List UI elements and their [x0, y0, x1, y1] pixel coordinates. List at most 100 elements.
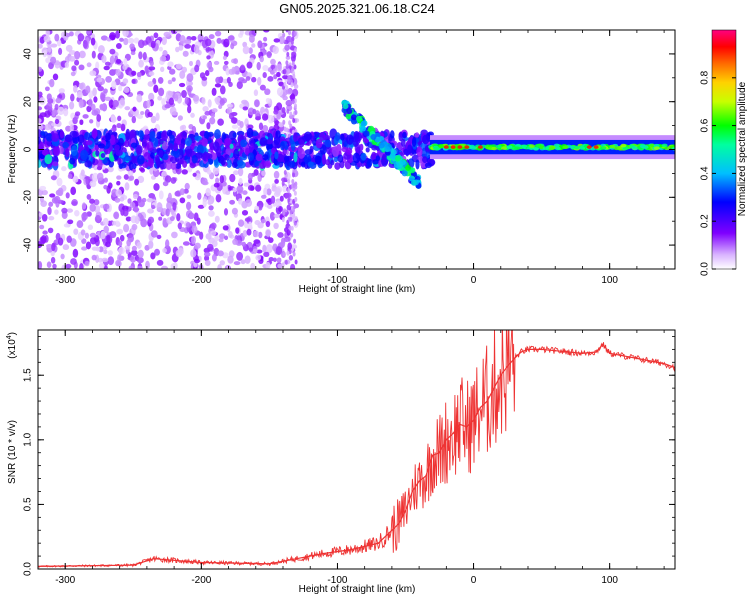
heatmap-cell [68, 31, 74, 37]
heatmap-cell [129, 201, 136, 209]
heatmap-cell [371, 151, 377, 160]
heatmap-cell [240, 64, 245, 71]
heatmap-cell [201, 76, 208, 81]
heatmap-cell [289, 111, 293, 117]
x-tick-label: 100 [601, 275, 618, 286]
snr-data-point [581, 352, 584, 355]
heatmap-cell [246, 228, 252, 236]
colorbar-tick-label: 0.2 [700, 214, 711, 228]
heatmap-cell [170, 177, 177, 184]
spectrogram-y-axis: -40 -20 0 20 40 [23, 29, 675, 270]
snr-data-point [472, 419, 475, 422]
heatmap-cell [239, 121, 244, 128]
snr-data-point [520, 351, 522, 353]
heatmap-cell [79, 263, 84, 269]
heatmap-cell [39, 185, 47, 191]
heatmap-cell [368, 125, 375, 132]
heatmap-cell [138, 59, 144, 68]
heatmap-cell [131, 115, 137, 124]
heatmap-cell [263, 187, 268, 197]
heatmap-cell [283, 81, 287, 87]
heatmap-cell [116, 123, 122, 129]
heatmap-cell [97, 158, 103, 170]
heatmap-cell [133, 206, 139, 213]
heatmap-cell [38, 66, 43, 72]
heatmap-cell [202, 198, 207, 208]
heatmap-cell [203, 251, 211, 257]
heatmap-cell [131, 155, 136, 164]
heatmap-cell [85, 241, 92, 250]
heatmap-cell [125, 128, 131, 140]
heatmap-cell [252, 108, 257, 115]
heatmap-cell [117, 115, 122, 122]
heatmap-cell [542, 146, 549, 151]
heatmap-cell [194, 242, 201, 249]
heatmap-cell [53, 195, 61, 204]
heatmap-cell [210, 230, 217, 236]
heatmap-cell [553, 143, 560, 148]
heatmap-cell [231, 66, 236, 75]
heatmap-cell [140, 167, 146, 173]
heatmap-cell [52, 161, 59, 167]
heatmap-cell [277, 232, 284, 238]
heatmap-cell [292, 172, 295, 178]
heatmap-cell [106, 234, 111, 244]
heatmap-cell [443, 145, 449, 149]
heatmap-cell [257, 76, 262, 86]
heatmap-cell [71, 199, 78, 207]
heatmap-cell [51, 242, 56, 252]
heatmap-cell [289, 216, 293, 222]
heatmap-cell [211, 87, 217, 96]
heatmap-cell [187, 105, 192, 114]
heatmap-cell [241, 209, 249, 216]
heatmap-cell [49, 193, 56, 198]
snr-data-point [377, 542, 380, 544]
heatmap-cell [63, 223, 70, 228]
heatmap-cell [66, 235, 72, 243]
heatmap-cell [224, 235, 229, 241]
heatmap-cell [109, 32, 116, 41]
heatmap-cell [182, 50, 189, 57]
heatmap-cell [278, 205, 283, 213]
heatmap-cell [613, 146, 620, 151]
colorbar-tick-label: 0.4 [700, 166, 711, 180]
heatmap-cell [48, 201, 54, 207]
heatmap-cell [232, 238, 239, 246]
heatmap-cell [228, 231, 233, 238]
heatmap-cell [110, 116, 117, 123]
heatmap-cell [115, 58, 122, 64]
heatmap-cell [360, 125, 367, 132]
heatmap-cell [247, 172, 253, 181]
snr-data-point [466, 426, 468, 428]
heatmap-cell [148, 66, 156, 71]
heatmap-cell [367, 158, 373, 168]
heatmap-cell [204, 70, 210, 77]
x-tick-label: 0 [471, 575, 477, 586]
heatmap-cell [88, 90, 94, 99]
heatmap-cell [150, 252, 156, 260]
heatmap-cell [134, 178, 140, 186]
heatmap-cell [653, 143, 660, 148]
heatmap-cell [45, 243, 53, 249]
heatmap-cell [299, 139, 305, 148]
heatmap-cell [363, 130, 370, 137]
heatmap-cell [150, 230, 158, 238]
heatmap-cell [161, 265, 168, 269]
heatmap-cell [263, 30, 270, 33]
heatmap-cell [247, 152, 255, 162]
heatmap-cell [609, 144, 616, 149]
heatmap-cell [422, 156, 428, 164]
heatmap-cell [153, 183, 160, 191]
heatmap-cell [66, 208, 74, 213]
snr-data-point [649, 360, 652, 362]
heatmap-cell [179, 35, 186, 44]
heatmap-cell [281, 262, 285, 268]
heatmap-cell [236, 130, 245, 137]
heatmap-cell [175, 249, 183, 258]
heatmap-cell [356, 115, 362, 122]
heatmap-cell [229, 173, 236, 183]
heatmap-cell [189, 162, 196, 169]
heatmap-cell [86, 211, 92, 217]
heatmap-cell [251, 43, 256, 48]
heatmap-cell [255, 184, 262, 192]
